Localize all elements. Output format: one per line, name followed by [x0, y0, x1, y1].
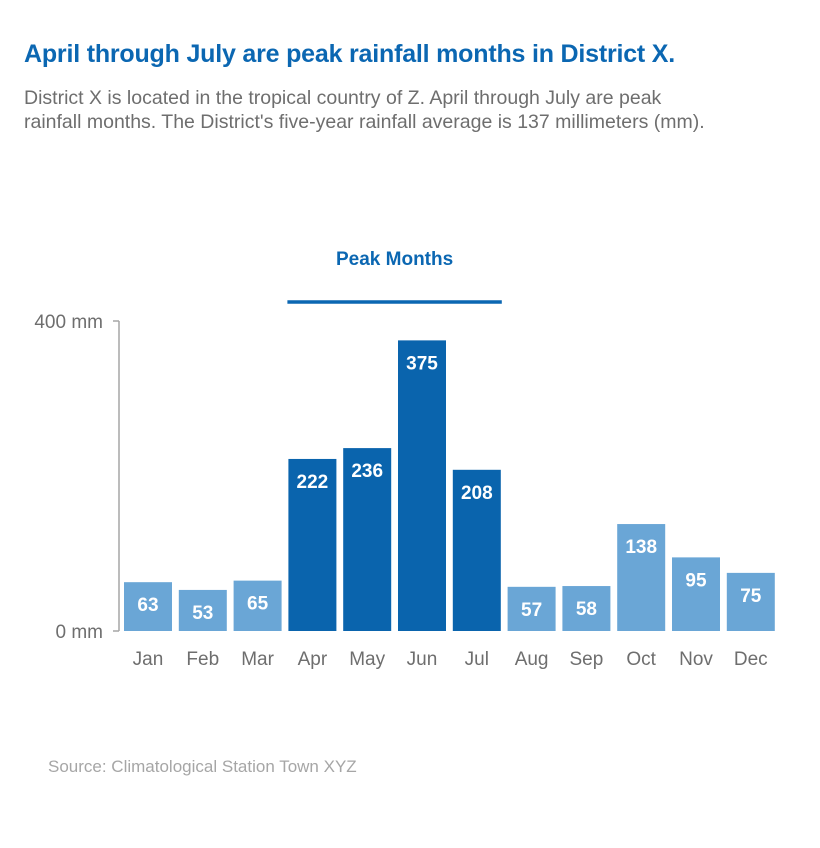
x-axis-label: May — [349, 649, 385, 670]
bar-sep — [562, 586, 611, 631]
data-label: 236 — [351, 461, 383, 482]
bar-dec — [726, 572, 775, 631]
x-axis-label: Nov — [679, 649, 713, 670]
data-label: 65 — [247, 594, 269, 615]
data-label: 375 — [406, 353, 438, 374]
peak-months-label: Peak Months — [336, 249, 453, 270]
bar-oct — [617, 524, 666, 631]
bar-mar — [233, 580, 282, 631]
bar-jul — [452, 469, 501, 631]
bar-may — [343, 448, 392, 631]
data-label: 138 — [625, 537, 657, 558]
x-axis-label: Jan — [133, 649, 164, 670]
data-label: 75 — [740, 586, 762, 607]
chart-subtitle: District X is located in the tropical co… — [24, 87, 705, 133]
data-label: 95 — [685, 570, 707, 591]
bar-jun — [398, 340, 446, 631]
data-label: 208 — [461, 483, 493, 504]
x-axis-label: Sep — [569, 649, 603, 670]
chart-title: April through July are peak rainfall mon… — [24, 40, 676, 68]
data-label: 222 — [297, 472, 329, 493]
bar-feb — [178, 589, 227, 631]
bar-apr — [288, 458, 337, 631]
x-axis-label: Mar — [241, 649, 274, 670]
y-axis-tick-label: 0 mm — [56, 622, 104, 643]
x-axis-label: Jun — [407, 649, 438, 670]
bar-jan — [124, 582, 172, 631]
x-axis-label: Apr — [298, 649, 328, 670]
x-axis-label: Aug — [515, 649, 549, 670]
x-axis-label: Dec — [734, 649, 768, 670]
data-label: 57 — [521, 600, 542, 621]
x-axis-label: Jul — [465, 649, 489, 670]
x-axis-label: Feb — [186, 649, 219, 670]
data-label: 58 — [576, 599, 597, 620]
bar-nov — [672, 557, 720, 631]
data-label: 53 — [192, 603, 213, 624]
bar-aug — [507, 586, 556, 631]
data-label: 63 — [137, 595, 158, 616]
source-note: Source: Climatological Station Town XYZ — [48, 757, 357, 776]
x-axis-label: Oct — [626, 649, 656, 670]
y-axis-tick-label: 400 mm — [34, 312, 103, 333]
